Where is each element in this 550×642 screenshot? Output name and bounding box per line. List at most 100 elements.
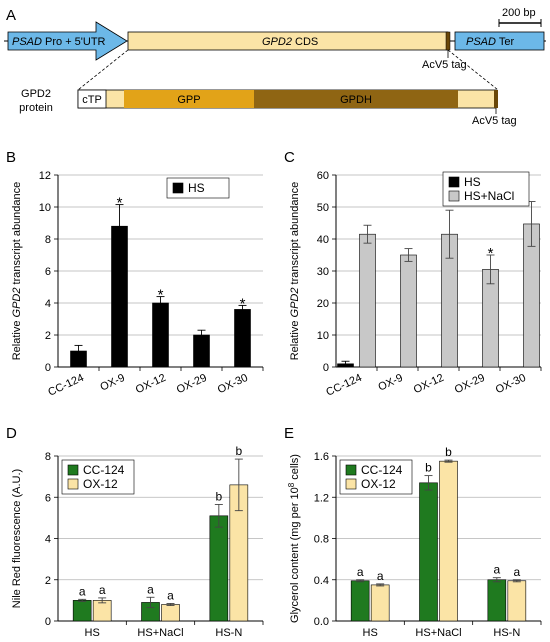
x-tick-label: HS-N (493, 627, 520, 639)
y-axis-label-part: cells) (289, 454, 301, 483)
y-tick-label: 10 (39, 202, 51, 214)
x-tick-label: CC-124 (324, 372, 363, 399)
legend-label: OX-12 (83, 477, 118, 491)
y-axis-label-part: Relative (11, 317, 23, 360)
scale-bar-label: 200 bp (502, 7, 536, 19)
significance-mark: * (117, 195, 123, 212)
bar (400, 254, 417, 368)
y-tick-label: 10 (317, 330, 329, 342)
bar (370, 584, 390, 622)
x-tick-label: OX-12 (134, 372, 168, 396)
ctp-label: cTP (82, 94, 102, 106)
y-tick-label: 4 (45, 534, 51, 546)
significance-mark: * (158, 287, 164, 304)
cds-label-rest: CDS (292, 36, 318, 48)
legend-swatch (67, 464, 79, 476)
y-axis-label-part: Glycerol content (mg per 10 (289, 487, 301, 623)
y-axis-label-sup: 8 (287, 482, 296, 487)
cds-tag-label: AcV5 tag (422, 59, 467, 71)
y-tick-label: 6 (45, 266, 51, 278)
legend-label: HS+NaCl (464, 189, 514, 203)
gpp-domain (124, 90, 254, 108)
significance-mark: * (488, 245, 494, 262)
bar (419, 482, 438, 622)
x-tick-label: HS (363, 627, 378, 639)
y-axis-label: Relative GPD2 transcript abundance (289, 182, 301, 361)
significance-mark: a (79, 584, 86, 598)
panel-letter-b: B (6, 149, 16, 166)
significance-mark: b (425, 461, 432, 475)
y-tick-label: 8 (45, 234, 51, 246)
x-tick-label: OX-30 (494, 372, 528, 396)
chart-e: E 0.0 0.4 0.8 1.2 1.6 Glycerol content (mg per… (284, 425, 542, 639)
gpp-label: GPP (177, 94, 200, 106)
significance-mark: b (235, 444, 242, 458)
x-tick-label: OX-9 (98, 372, 126, 394)
y-tick-label: 50 (317, 202, 329, 214)
significance-mark: a (357, 565, 364, 579)
x-tick-label: HS+NaCl (137, 627, 183, 639)
y-tick-label: 0.8 (314, 534, 329, 546)
legend-swatch (448, 190, 460, 202)
y-tick-label: 0 (45, 616, 51, 628)
significance-mark: a (493, 563, 500, 577)
legend-swatch (345, 464, 357, 476)
y-tick-label: 2 (45, 575, 51, 587)
bar (359, 233, 376, 368)
cds-label: GPD2 CDS (262, 36, 318, 48)
x-tick-label: OX-29 (453, 372, 487, 396)
significance-mark: * (240, 295, 246, 312)
cds-label-italic: GPD2 (262, 36, 292, 48)
y-tick-label: 40 (317, 234, 329, 246)
y-axis-label-part: transcript abundance (289, 182, 301, 288)
bar (72, 600, 92, 622)
bar (209, 515, 229, 622)
x-tick-label: HS-N (215, 627, 242, 639)
protein-tag-segment (494, 90, 498, 108)
legend-swatch (67, 478, 79, 490)
bar (350, 580, 370, 622)
panel-letter-c: C (284, 149, 295, 166)
legend-label: CC-124 (83, 463, 125, 477)
promoter-label-rest: Pro + 5'UTR (42, 36, 106, 48)
y-tick-label: 0.4 (314, 575, 329, 587)
y-axis-label-italic: GPD2 (11, 288, 23, 318)
legend-label: CC-124 (361, 463, 403, 477)
significance-mark: a (147, 582, 154, 596)
y-tick-label: 12 (39, 170, 51, 182)
y-tick-label: 30 (317, 266, 329, 278)
terminator-box (454, 31, 545, 51)
legend-label: HS (464, 175, 481, 189)
bar (487, 579, 507, 622)
y-tick-label: 8 (45, 451, 51, 463)
y-axis-label: Glycerol content (mg per 108 cells) (287, 454, 302, 623)
y-axis-label-part: transcript abundance (11, 182, 23, 288)
ctp-domain (77, 89, 107, 109)
zoom-line-left (77, 49, 129, 91)
chart-b: B 0 2 4 6 8 10 12 Relative GPD2 transcript abund… (6, 149, 264, 399)
y-tick-label: 1.2 (314, 492, 329, 504)
significance-mark: a (99, 583, 106, 597)
legend-label: OX-12 (361, 477, 396, 491)
x-tick-label: HS (85, 627, 100, 639)
significance-mark: a (377, 569, 384, 583)
promoter-label: PSAD Pro + 5'UTR (12, 36, 106, 48)
significance-mark: b (215, 489, 222, 503)
legend-label: HS (188, 181, 205, 195)
panel-letter-d: D (6, 425, 17, 442)
bar (439, 460, 458, 622)
x-tick-label: OX-12 (412, 372, 446, 396)
y-tick-label: 0 (45, 362, 51, 374)
x-tick-label: CC-124 (46, 372, 85, 399)
y-axis-label-italic: GPD2 (289, 288, 301, 318)
x-tick-label: OX-9 (376, 372, 404, 394)
panel-a: A 200 bp PSAD Pro + 5'UTR GPD2 CDS AcV5 … (4, 7, 546, 127)
bar (152, 302, 169, 368)
y-tick-label: 0 (323, 362, 329, 374)
significance-mark: b (445, 445, 452, 459)
legend-swatch (448, 176, 460, 188)
legend-swatch (345, 478, 357, 490)
x-tick-label: OX-30 (216, 372, 250, 396)
y-tick-label: 0.0 (314, 616, 329, 628)
